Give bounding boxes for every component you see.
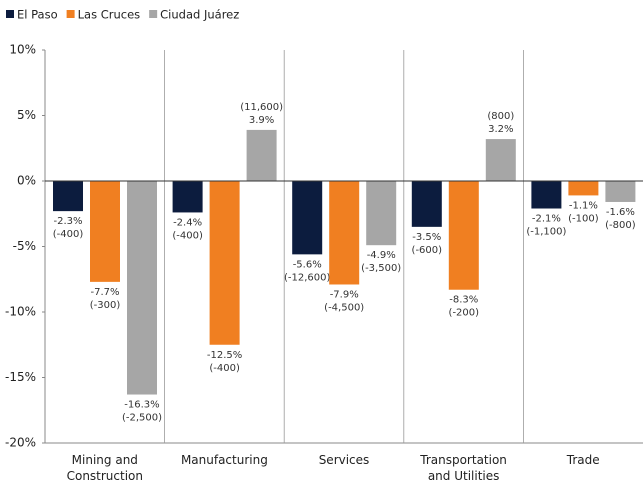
job-change-label: (-2,500) <box>122 413 162 424</box>
job-change-label: (-3,500) <box>361 263 401 274</box>
y-tick-label: -5% <box>13 239 36 253</box>
value-label: -5.6% <box>293 259 322 270</box>
legend-swatch <box>66 10 75 18</box>
value-label: -16.3% <box>124 400 159 411</box>
bar <box>246 129 277 181</box>
y-tick-label: 5% <box>17 108 36 122</box>
bar <box>605 181 636 202</box>
job-change-label: (-12,600) <box>284 272 331 283</box>
value-label: -4.9% <box>367 250 396 261</box>
legend-swatch <box>6 10 14 18</box>
bar <box>292 181 323 255</box>
x-tick-label: Transportation and Utilities <box>420 453 507 482</box>
y-tick-label: -15% <box>5 370 36 384</box>
bar <box>172 181 203 213</box>
job-change-label: (11,600) <box>240 102 283 113</box>
value-label: -2.3% <box>53 216 82 227</box>
x-tick-label: Manufacturing <box>180 453 268 467</box>
value-label: 3.2% <box>488 124 513 135</box>
x-tick-label: Services <box>318 453 370 467</box>
value-label: -8.3% <box>449 295 478 306</box>
bar <box>568 181 599 196</box>
legend-swatch <box>149 10 158 18</box>
value-label: -2.4% <box>173 217 202 228</box>
bar <box>209 181 240 345</box>
y-tick-label: 0% <box>17 174 36 188</box>
job-change-label: (-800) <box>605 220 636 231</box>
y-tick-label: 10% <box>9 43 36 57</box>
value-label: -1.1% <box>569 200 598 211</box>
legend-label: Ciudad Juárez <box>160 8 239 22</box>
value-label: -7.9% <box>330 289 359 300</box>
bar <box>485 139 516 181</box>
y-tick-label: -20% <box>5 436 36 450</box>
legend-label: Las Cruces <box>78 8 141 22</box>
bar <box>53 181 83 212</box>
legend-label: El Paso <box>17 8 58 22</box>
bar <box>411 181 442 227</box>
y-tick-label: -10% <box>5 305 36 319</box>
value-label: -7.7% <box>90 287 119 298</box>
job-change-label: (-600) <box>412 245 443 256</box>
bar <box>90 181 120 282</box>
bar <box>127 181 157 395</box>
x-tick-label: Trade <box>566 453 600 467</box>
job-change-label: (-1,100) <box>526 227 566 238</box>
job-change-label: (-400) <box>53 229 84 240</box>
value-label: -2.1% <box>532 214 561 225</box>
job-change-label: (-100) <box>568 213 599 224</box>
job-change-label: (-400) <box>172 230 203 241</box>
value-label: 3.9% <box>249 115 274 126</box>
job-change-label: (800) <box>487 111 514 122</box>
job-change-label: (-400) <box>209 363 240 374</box>
bar <box>329 181 360 285</box>
bar <box>448 181 479 290</box>
job-change-label: (-200) <box>449 308 480 319</box>
bar <box>531 181 562 209</box>
job-change-label: (-300) <box>90 300 121 311</box>
value-label: -1.6% <box>606 207 635 218</box>
job-change-label: (-4,500) <box>324 302 364 313</box>
bar <box>366 181 397 246</box>
x-tick-label: Mining and Construction <box>66 453 143 482</box>
value-label: -3.5% <box>412 232 441 243</box>
value-label: -12.5% <box>207 350 242 361</box>
